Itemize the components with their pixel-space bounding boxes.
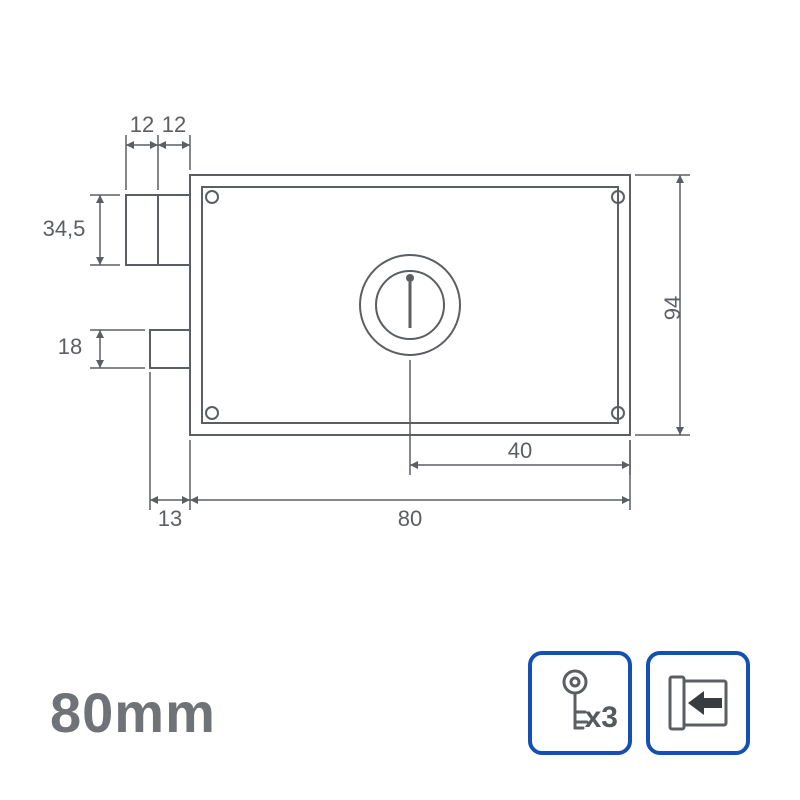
size-label: 80mm [50, 680, 216, 745]
dim-13: 13 [158, 506, 182, 531]
dim-80: 80 [398, 506, 422, 531]
dim-94: 94 [660, 296, 685, 320]
dim-40: 40 [508, 438, 532, 463]
dim-12b: 12 [162, 112, 186, 137]
key-count-text: x3 [585, 701, 618, 735]
door-direction-badge [646, 651, 750, 755]
lock-technical-drawing: 12 12 34,5 18 13 80 40 94 [0, 0, 800, 640]
key-count-badge: x3 [528, 651, 632, 755]
dim-34-5: 34,5 [43, 216, 86, 241]
badge-row: x3 [528, 651, 750, 755]
dim-18: 18 [58, 334, 82, 359]
door-arrow-icon [658, 663, 738, 743]
dim-12a: 12 [130, 112, 154, 137]
